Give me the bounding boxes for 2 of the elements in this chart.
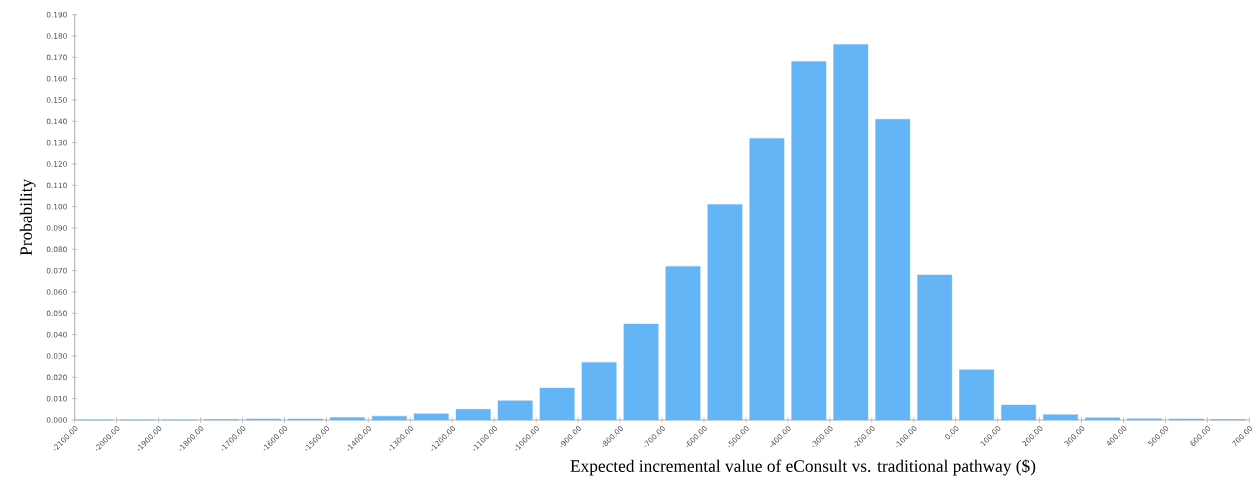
x-axis-title: Expected incremental value of eConsult vs. traditional pathway ($)	[570, 459, 1036, 476]
y-axis-title: Probability	[19, 178, 36, 256]
